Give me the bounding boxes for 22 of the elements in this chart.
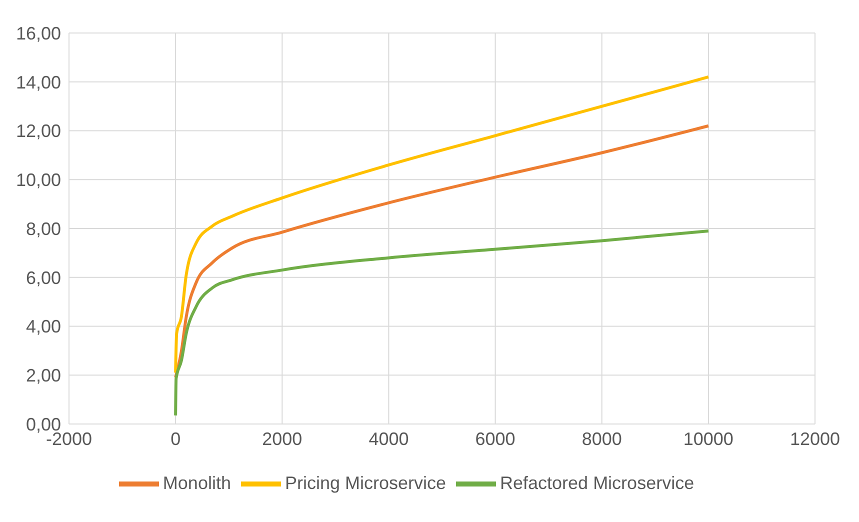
y-tick-label: 16,00 bbox=[16, 23, 61, 44]
legend-label: Pricing Microservice bbox=[284, 472, 446, 493]
line-series bbox=[174, 75, 710, 374]
y-tick-label: 8,00 bbox=[26, 218, 61, 239]
x-tick-label: 2000 bbox=[262, 428, 302, 449]
y-tick-label: 2,00 bbox=[26, 366, 61, 386]
x-tick-label: 12000 bbox=[790, 428, 840, 449]
y-tick-label: 12,00 bbox=[16, 121, 61, 142]
y-tick-label: 14,00 bbox=[16, 72, 61, 92]
legend-label: Monolith bbox=[162, 472, 231, 493]
line-series bbox=[174, 229, 710, 417]
y-tick-label: 4,00 bbox=[26, 316, 61, 337]
y-tick-label: 10,00 bbox=[16, 170, 61, 190]
line-series bbox=[174, 124, 710, 380]
y-tick-label: 0,00 bbox=[26, 414, 61, 434]
x-tick-label: 6000 bbox=[475, 428, 516, 449]
x-tick-label: 4000 bbox=[368, 428, 409, 449]
legend-label: Refactored Microservice bbox=[500, 472, 694, 493]
y-tick-label: 6,00 bbox=[26, 268, 61, 288]
x-tick-label: 10000 bbox=[683, 428, 734, 449]
x-tick-label: 0 bbox=[170, 428, 181, 449]
x-tick-label: 8000 bbox=[582, 428, 622, 449]
